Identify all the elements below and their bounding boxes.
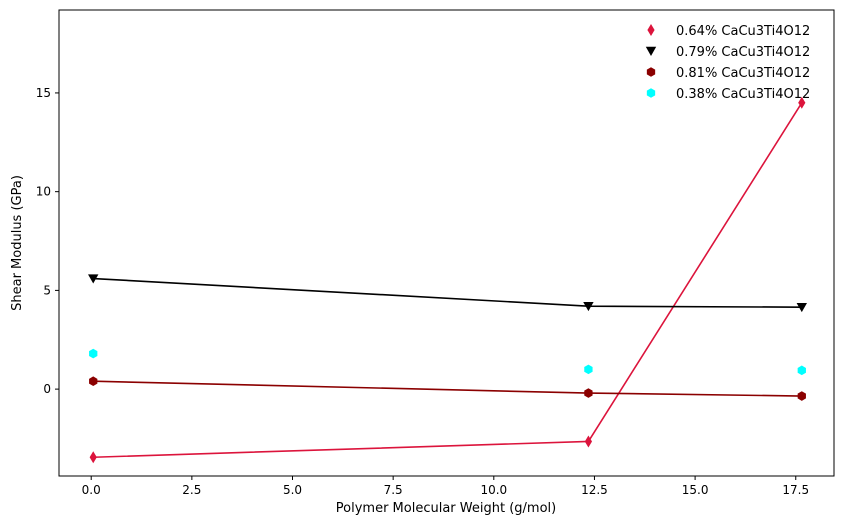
legend-marker (645, 46, 657, 56)
series-3-point (797, 391, 806, 401)
series-2 (88, 274, 807, 313)
series-4 (89, 348, 806, 376)
legend-item: 0.64% CaCu3Ti4O12 (647, 24, 810, 39)
y-tick-label: 0 (43, 382, 51, 396)
series-4-point (89, 348, 98, 359)
ticks-layer: 0.0 2.5 5.0 7.5 10.0 12.5 15.0 17.5 0 5 10 15 (36, 86, 809, 497)
x-tick-label: 0.0 (82, 483, 101, 497)
series-4-point (797, 365, 806, 376)
series-2-point (796, 302, 807, 313)
x-tick-label: 10.0 (480, 483, 507, 497)
y-axis-label: Shear Modulus (GPa) (10, 175, 25, 311)
x-tick-label: 7.5 (384, 483, 403, 497)
legend-item: 0.38% CaCu3Ti4O12 (646, 87, 810, 102)
legend-item: 0.79% CaCu3Ti4O12 (645, 45, 810, 60)
y-tick-label: 5 (43, 283, 51, 297)
x-tick-label: 2.5 (182, 483, 201, 497)
y-tick-label: 10 (36, 185, 51, 199)
series-2-point (583, 301, 594, 312)
x-axis-label: Polymer Molecular Weight (g/mol) (336, 501, 556, 516)
legend-label: 0.64% CaCu3Ti4O12 (676, 24, 810, 39)
x-tick-label: 12.5 (581, 483, 608, 497)
series-3 (89, 376, 806, 401)
series-1-point (798, 96, 806, 109)
series-3-point (584, 388, 593, 398)
series-1-line (93, 102, 803, 459)
series-1-point (584, 435, 593, 448)
legend-label: 0.81% CaCu3Ti4O12 (676, 66, 810, 81)
series-3-line (93, 380, 802, 397)
series-2-point (88, 274, 99, 284)
series-1-point (89, 451, 97, 464)
plot-layer (88, 96, 807, 464)
legend-label: 0.79% CaCu3Ti4O12 (676, 45, 810, 60)
legend: 0.64% CaCu3Ti4O12 0.79% CaCu3Ti4O12 0.81% … (645, 24, 810, 102)
legend-marker (647, 24, 655, 36)
legend-marker (646, 88, 656, 98)
legend-label: 0.38% CaCu3Ti4O12 (676, 87, 810, 102)
series-3-point (89, 376, 98, 387)
series-2-line (93, 277, 802, 308)
x-tick-label: 17.5 (782, 483, 809, 497)
series-4-point (584, 364, 593, 375)
y-tick-label: 15 (36, 86, 51, 100)
axes-frame (58, 9, 835, 477)
legend-marker (646, 67, 656, 77)
x-tick-label: 5.0 (283, 483, 302, 497)
series-1 (89, 96, 806, 464)
x-tick-label: 15.0 (682, 483, 709, 497)
legend-item: 0.81% CaCu3Ti4O12 (646, 66, 810, 81)
